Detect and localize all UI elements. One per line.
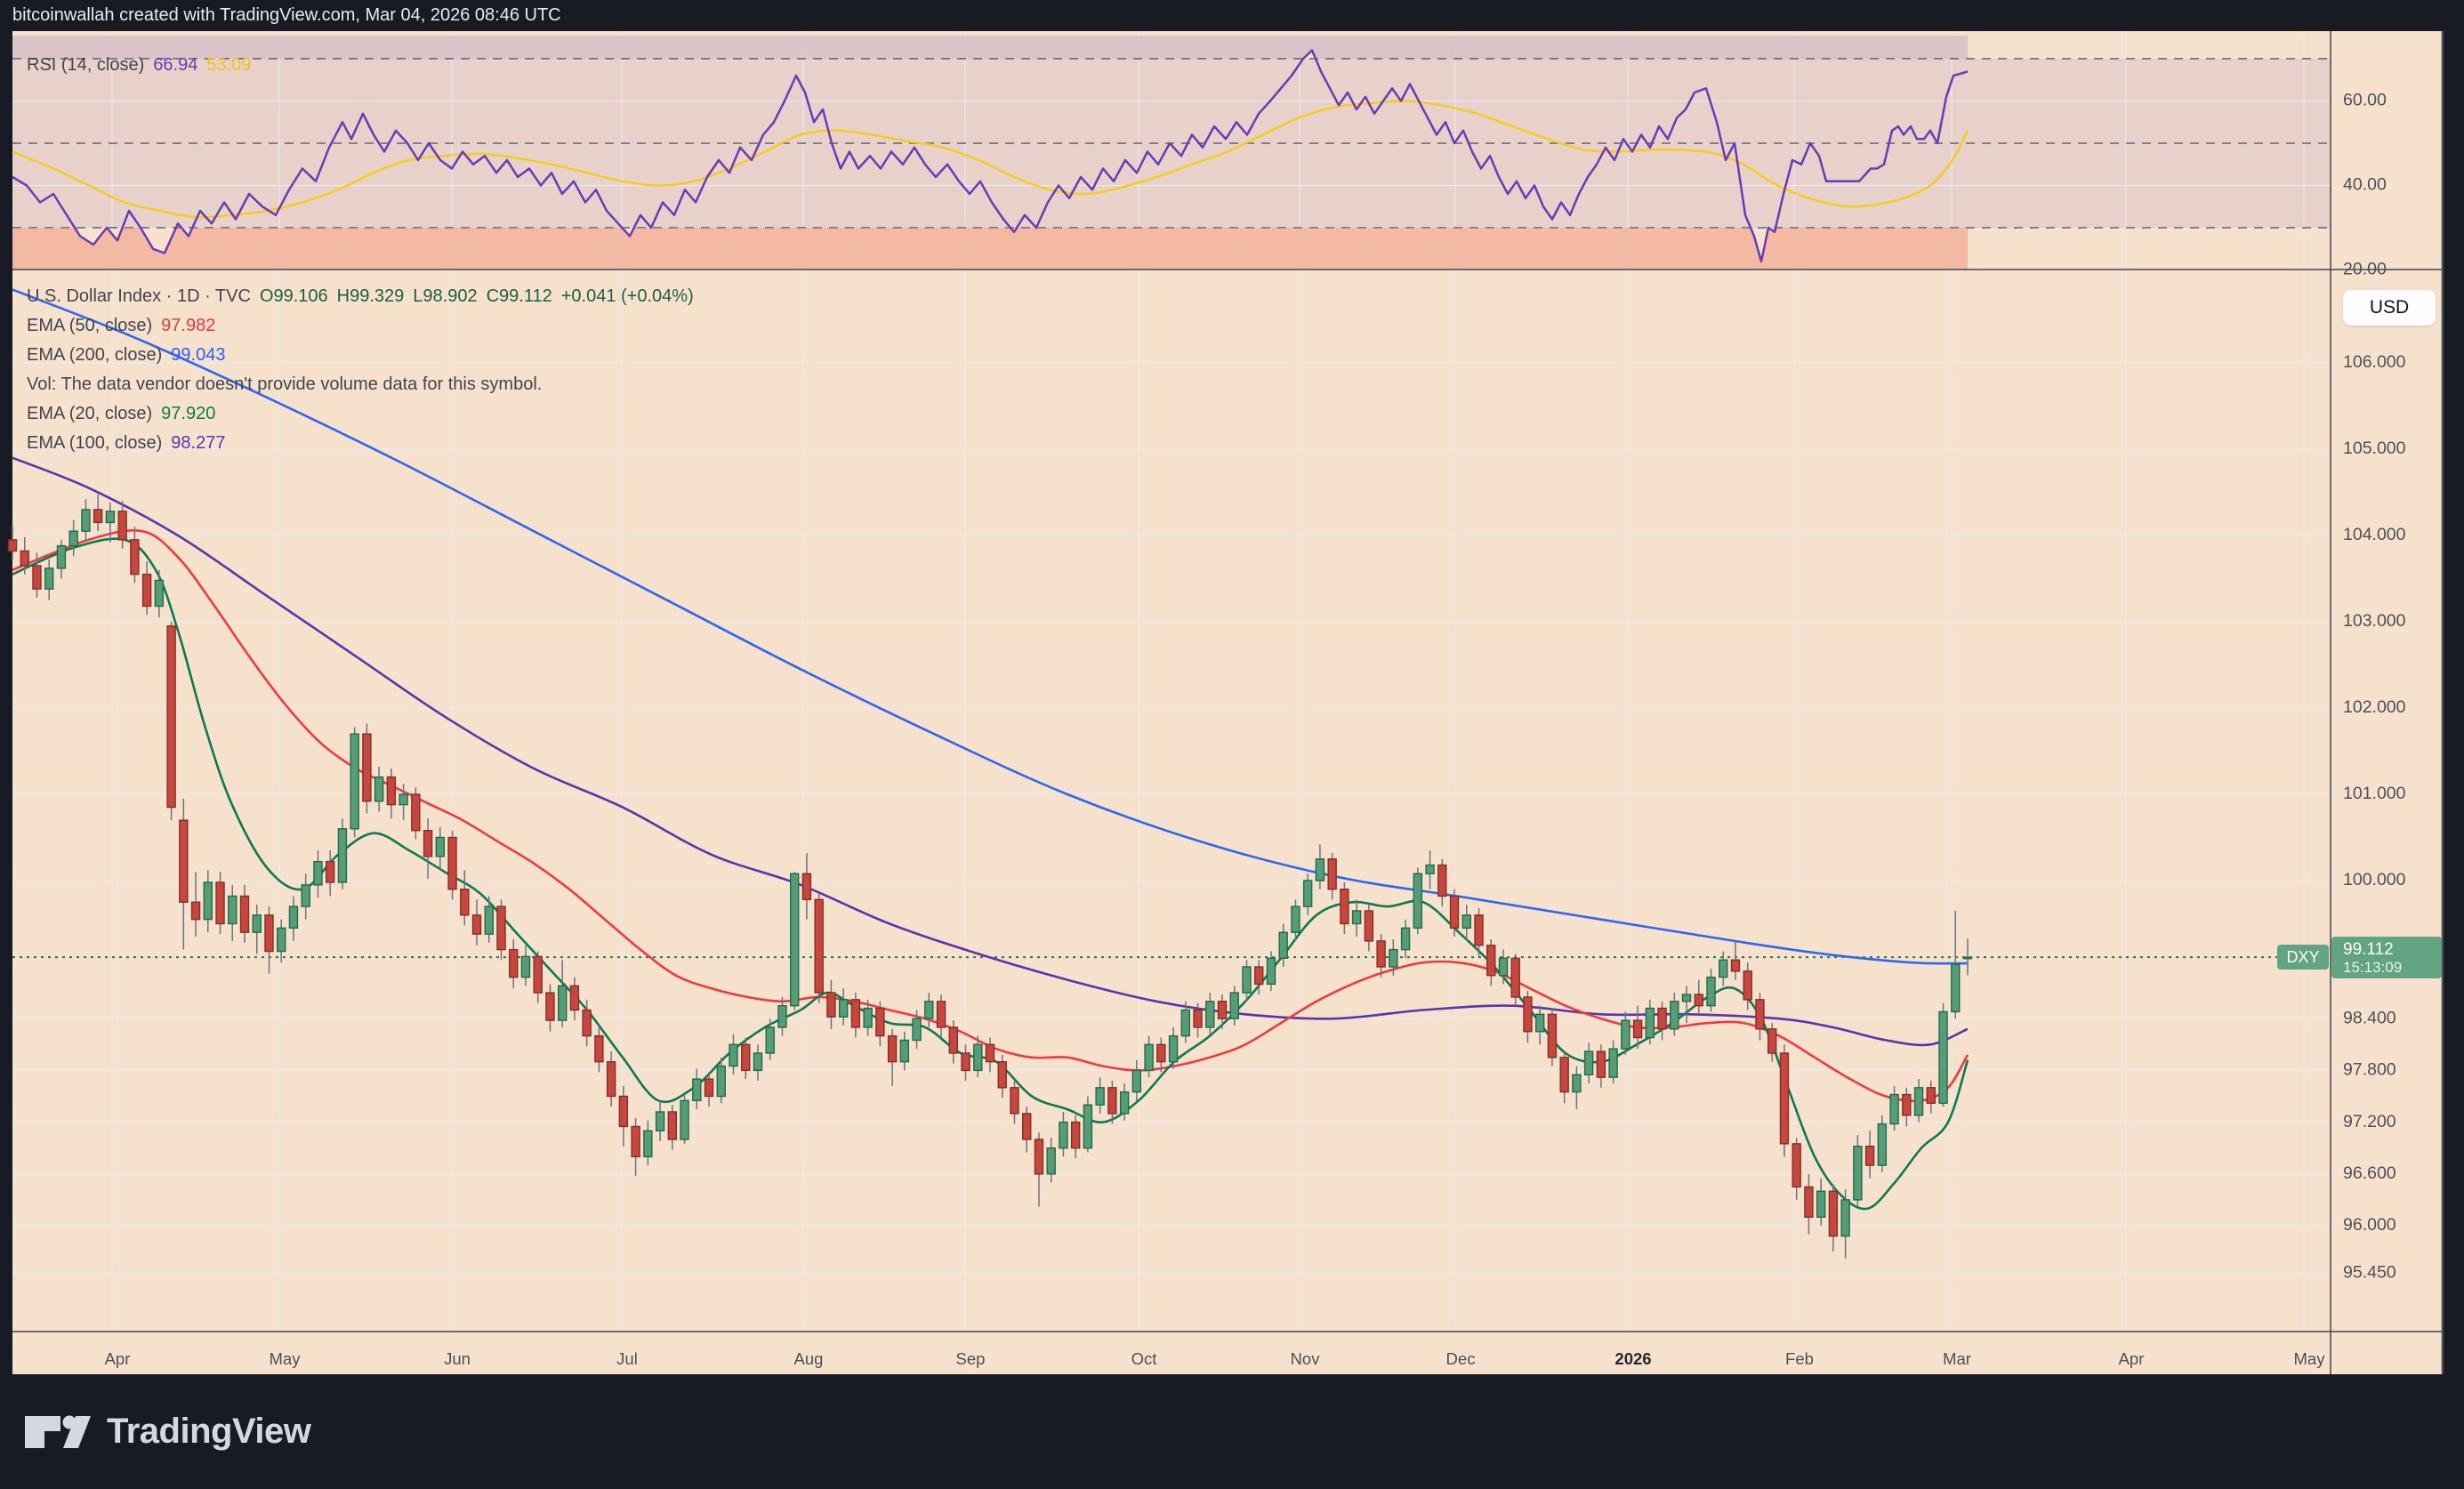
last-price-value: 99.112 bbox=[2343, 939, 2394, 959]
time-tick-label[interactable]: Apr bbox=[105, 1349, 131, 1368]
last-price-tag: 99.112 15:13:09 bbox=[2331, 937, 2442, 978]
time-tick-label[interactable]: Mar bbox=[1943, 1349, 1971, 1368]
rsi-oversold-fill bbox=[12, 228, 1968, 270]
tradingview-brand-text: TradingView bbox=[107, 1412, 311, 1451]
top-attribution-bar: bitcoinwallah created with TradingView.c… bbox=[0, 0, 2464, 31]
rsi-overbought-fill bbox=[12, 36, 1968, 59]
time-tick-label[interactable]: Apr bbox=[2119, 1349, 2145, 1368]
time-tick-label[interactable]: Feb bbox=[1785, 1349, 1814, 1368]
time-tick-label[interactable]: Oct bbox=[1131, 1349, 1157, 1368]
currency-button[interactable]: USD bbox=[2343, 290, 2436, 326]
tradingview-brand: TradingView bbox=[23, 1410, 311, 1454]
chart-background bbox=[12, 31, 2444, 1374]
footer-bar: TradingView bbox=[0, 1374, 2464, 1489]
price-tick-label[interactable]: 97.200 bbox=[2343, 1112, 2396, 1131]
time-tick-label[interactable]: Sep bbox=[956, 1349, 986, 1368]
time-tick-label[interactable]: May bbox=[2294, 1349, 2326, 1368]
price-tick-label[interactable]: 102.000 bbox=[2343, 697, 2406, 717]
price-tick-label[interactable]: 95.450 bbox=[2343, 1263, 2396, 1283]
ema100-line bbox=[12, 456, 1969, 1047]
time-tick-label[interactable]: Nov bbox=[1291, 1349, 1321, 1368]
time-tick-label[interactable]: Dec bbox=[1446, 1349, 1476, 1368]
price-tick-label[interactable]: 100.000 bbox=[2343, 870, 2406, 889]
rsi-tick-label[interactable]: 60.00 bbox=[2343, 91, 2387, 110]
time-tick-label[interactable]: Jul bbox=[616, 1349, 638, 1368]
time-tick-label[interactable]: May bbox=[270, 1349, 302, 1368]
rsi-line bbox=[12, 49, 1969, 263]
rsi-tick-label[interactable]: 20.00 bbox=[2343, 260, 2387, 279]
price-tick-label[interactable]: 101.000 bbox=[2343, 784, 2406, 803]
chart-canvas[interactable]: 106.000 105.000 104.000 103.000 102.000 101.0… bbox=[0, 31, 2464, 1374]
last-price-time: 15:13:09 bbox=[2343, 958, 2403, 976]
price-tick-label[interactable]: 103.000 bbox=[2343, 611, 2406, 631]
time-tick-label[interactable]: Jun bbox=[444, 1349, 471, 1368]
price-tick-label[interactable]: 104.000 bbox=[2343, 525, 2406, 544]
time-tick-label[interactable]: 2026 bbox=[1614, 1349, 1651, 1368]
time-scale[interactable]: Apr May Jun Jul Aug Sep Oct Nov Dec 2026 Feb Mar Apr… bbox=[105, 1349, 2326, 1368]
attribution-text: bitcoinwallah created with TradingView.c… bbox=[12, 5, 561, 25]
pane-separators bbox=[12, 31, 2444, 1374]
price-tick-label[interactable]: 98.400 bbox=[2343, 1008, 2396, 1027]
time-tick-label[interactable]: Aug bbox=[794, 1349, 824, 1368]
price-tick-label[interactable]: 105.000 bbox=[2343, 439, 2406, 458]
rsi-level-lines bbox=[12, 58, 2331, 229]
price-tick-label[interactable]: 106.000 bbox=[2343, 352, 2406, 372]
ema200-line bbox=[12, 288, 1969, 965]
price-scale[interactable]: 106.000 105.000 104.000 103.000 102.000 101.0… bbox=[2343, 91, 2406, 1283]
price-tick-label[interactable]: 97.800 bbox=[2343, 1060, 2396, 1080]
price-tick-label[interactable]: 96.600 bbox=[2343, 1163, 2396, 1183]
candlestick-series bbox=[7, 494, 1973, 1259]
rsi-tick-label[interactable]: 40.00 bbox=[2343, 175, 2387, 195]
symbol-price-label-tag: DXY bbox=[2277, 945, 2329, 970]
price-tick-label[interactable]: 96.000 bbox=[2343, 1215, 2396, 1235]
tradingview-logo-icon bbox=[25, 1415, 91, 1448]
